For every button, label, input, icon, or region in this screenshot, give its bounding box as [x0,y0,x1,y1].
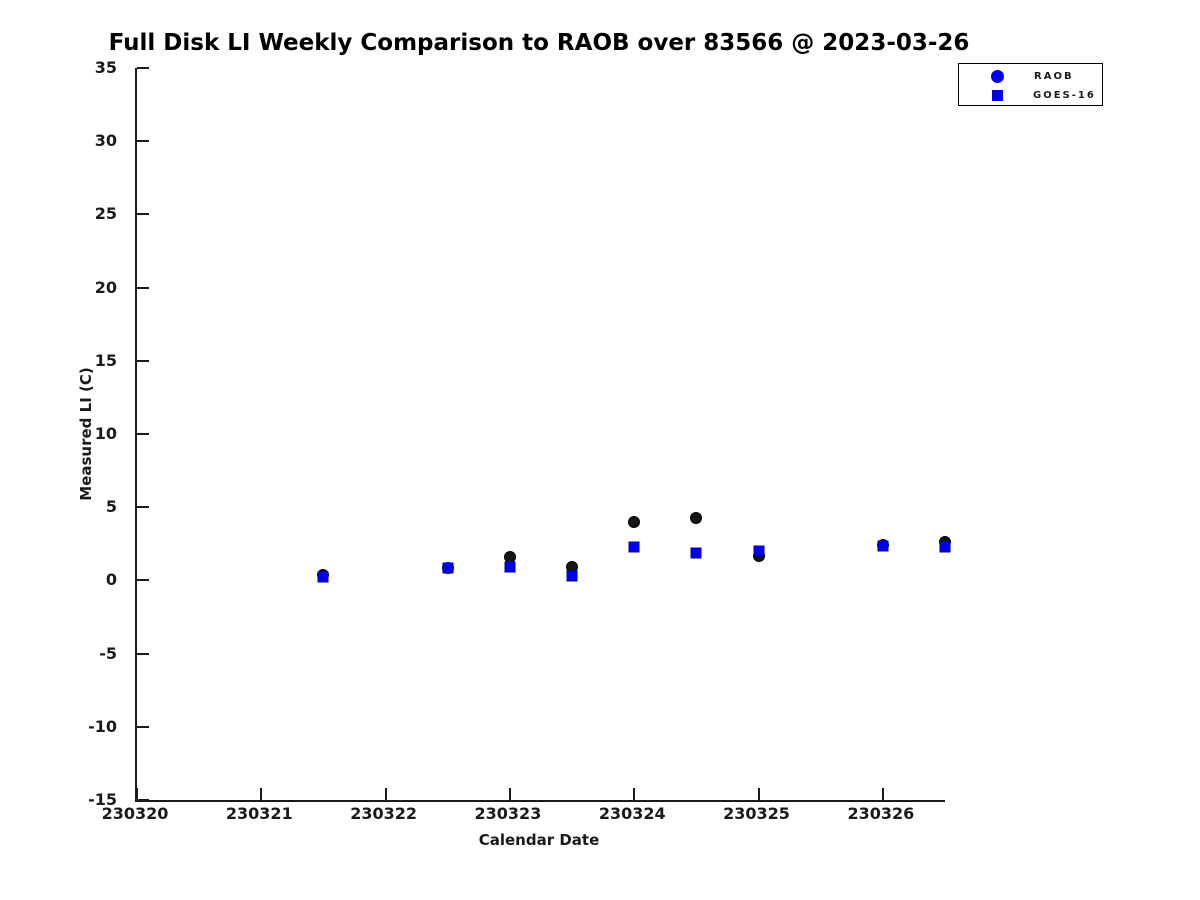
y-axis-tick [137,579,149,582]
x-axis-tick-label: 230324 [598,804,666,823]
y-axis-tick-label: 15 [94,350,117,370]
y-axis-tick [137,286,149,289]
x-axis-tick [881,788,884,800]
y-axis-tick [137,359,149,362]
y-axis-tick-label: -10 [88,716,117,736]
data-point-goes16 [442,562,454,574]
x-axis-tick-label: 230326 [847,804,915,823]
y-axis-tick-label: 35 [94,58,117,77]
y-axis-tick-label: 10 [94,424,117,443]
data-point-goes16 [628,541,640,553]
y-axis-title: Measured LI (C) [77,367,95,501]
x-axis-title: Calendar Date [478,831,600,849]
y-axis-tick [137,140,149,143]
goes16-square-marker-icon [992,90,1003,101]
data-point-raob [628,515,641,528]
y-axis-tick [137,652,149,655]
y-axis-tick-label: -5 [99,643,117,663]
data-point-goes16 [317,571,329,583]
y-axis-tick [137,213,149,216]
x-axis-tick-label: 230323 [474,804,542,823]
data-point-raob [690,512,703,525]
legend-item-raob: RAOB [959,67,1102,86]
x-axis-tick-label: 230322 [350,804,418,823]
y-axis-tick [137,67,149,69]
legend-label-goes16: GOES-16 [1033,90,1096,101]
y-axis-tick-label: 25 [94,204,117,224]
legend: RAOB GOES-16 [958,63,1103,106]
data-point-goes16 [566,570,578,582]
chart-title: Full Disk LI Weekly Comparison to RAOB o… [108,30,970,56]
y-axis-tick [137,506,149,509]
plot-area [135,67,951,802]
data-point-goes16 [939,541,951,553]
legend-item-goes16: GOES-16 [959,86,1102,105]
y-axis-labels: 35 30 25 20 15 10 5 0 -5 -10 -15 [0,58,125,809]
y-axis-tick [137,799,149,801]
x-axis-tick-label: 230325 [723,804,790,823]
raob-circle-marker-icon [991,70,1004,83]
y-axis-tick-label: 5 [105,497,117,517]
y-axis-tick-label: -15 [88,790,117,809]
y-axis-tick [137,433,149,435]
x-axis-tick-label: 230320 [101,804,169,823]
x-axis-labels: 230320 230321 230322 230323 230324 230325 2303… [102,804,943,826]
y-axis-tick-label: 30 [94,131,117,151]
x-axis-tick [757,788,760,800]
x-axis-tick [384,788,387,800]
data-point-goes16 [504,561,516,573]
y-axis-tick-label: 20 [94,277,117,297]
x-axis-tick [508,788,511,800]
x-axis-tick [633,788,636,800]
x-axis-tick [136,788,138,800]
legend-label-raob: RAOB [1034,71,1074,82]
x-axis-tick-label: 230321 [225,804,293,823]
data-point-goes16 [690,547,702,559]
x-axis-tick [260,788,263,800]
data-point-goes16 [753,545,765,557]
y-axis-tick [137,725,149,728]
y-axis-tick-label: 0 [105,570,117,590]
data-point-goes16 [877,540,889,552]
